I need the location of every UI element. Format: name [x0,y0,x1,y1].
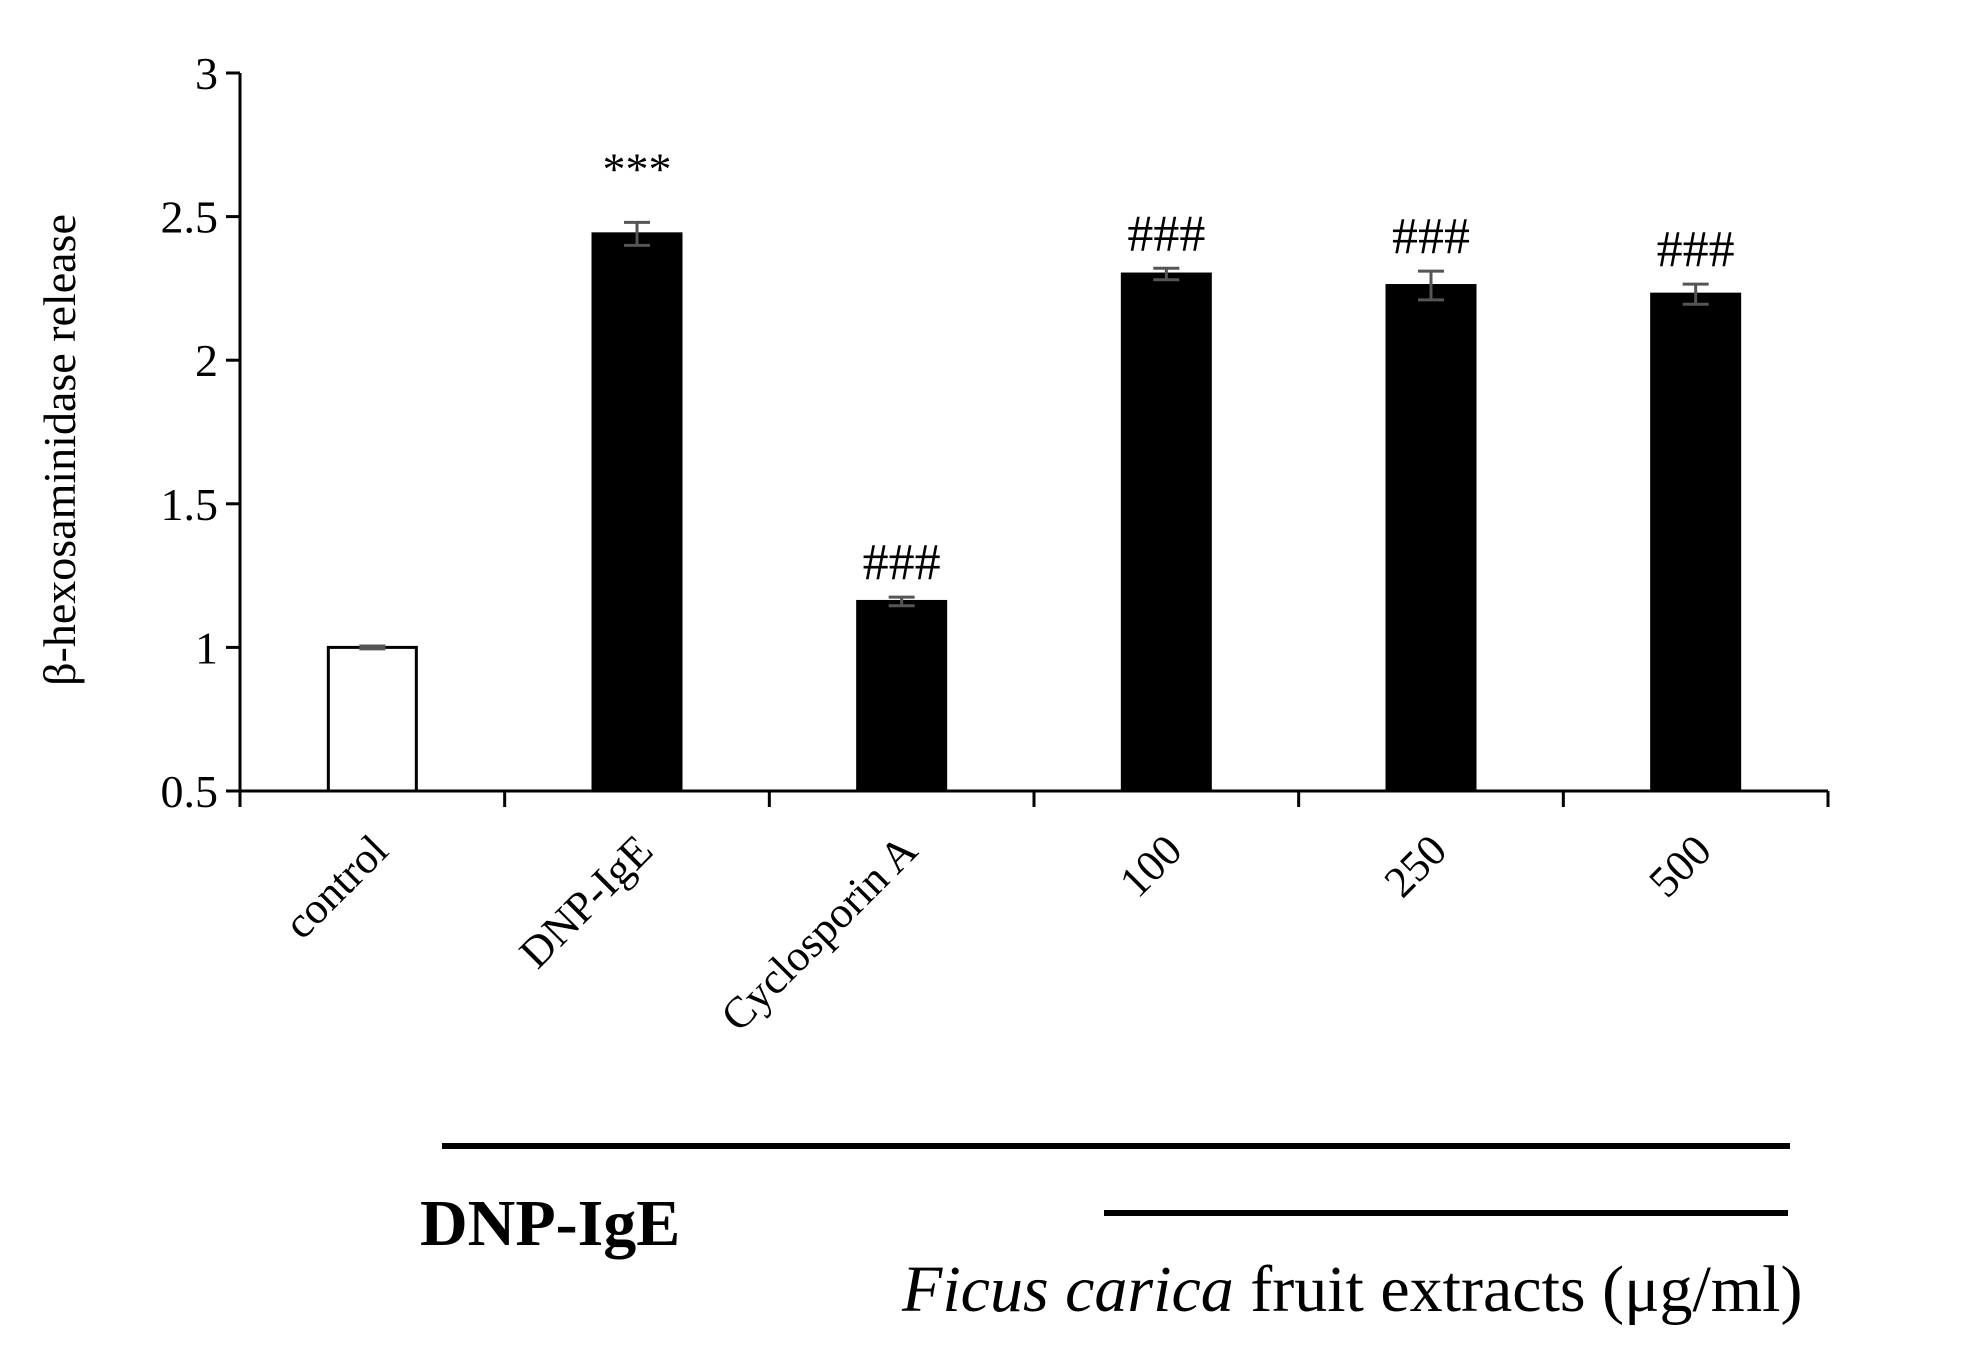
y-tick-label: 3 [195,48,218,99]
y-tick-label: 1 [195,622,218,673]
bar [856,599,948,793]
x-tick-label: 100 [1110,825,1191,906]
extract-unit-text: fruit extracts (μg/ml) [1233,1253,1803,1326]
bar [1650,292,1742,793]
ficus-extract-group-label: Ficus carica fruit extracts (μg/ml) [902,1252,1802,1328]
significance-label: ### [1127,205,1205,262]
significance-label: ### [863,534,941,591]
x-tick-label: DNP-IgE [510,825,662,977]
significance-label: *** [603,143,672,194]
labels: 0.5 1 1.5 2 2.5 3 control *** DNP-IgE ### Cyclospo… [161,48,1735,1041]
x-tick-label: 250 [1375,825,1456,906]
bar [326,645,418,793]
y-tick-label: 2 [195,335,218,386]
y-tick-label: 1.5 [161,479,219,530]
bar [1385,284,1477,793]
y-tick-label: 0.5 [161,766,219,817]
bars [326,220,1742,793]
significance-label: ### [1392,208,1470,265]
x-tick-label: control [275,825,398,948]
significance-label: ### [1657,221,1735,278]
bar [1120,272,1212,793]
axes [226,71,1830,807]
x-tick-label: 500 [1639,825,1720,906]
y-tick-label: 2.5 [161,192,219,243]
x-tick-label: Cyclosporin A [711,825,926,1040]
y-axis-label: β-hexosaminidase release [34,214,85,686]
dnp-ige-group-label: DNP-IgE [420,1187,681,1260]
ficus-carica-italic: Ficus carica [902,1253,1234,1326]
bar [591,232,683,793]
